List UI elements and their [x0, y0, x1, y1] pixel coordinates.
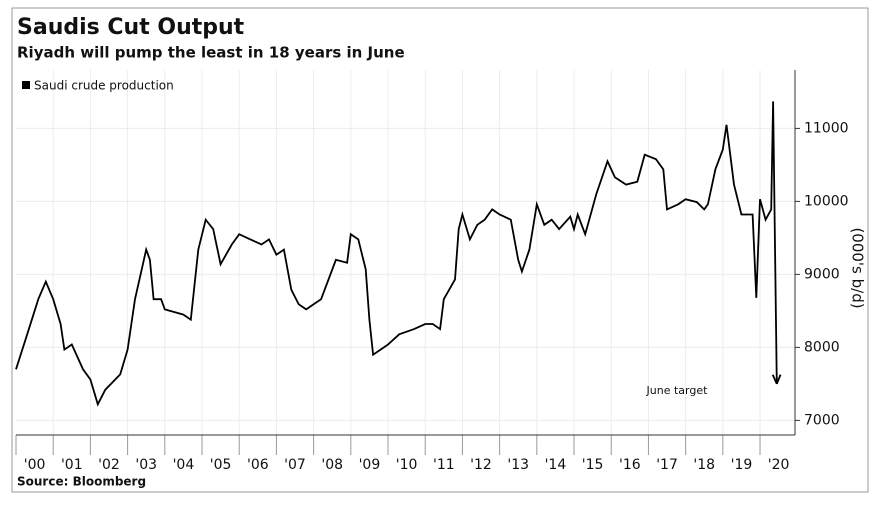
y-tick-label: 10000 — [804, 193, 849, 209]
x-tick-label: '10 — [396, 457, 418, 473]
y-axis-label: (000's b/d) — [849, 227, 867, 308]
x-tick-label: '15 — [582, 457, 604, 473]
x-tick-label: '13 — [507, 457, 529, 473]
legend-swatch — [22, 81, 30, 89]
x-tick-label: '01 — [61, 457, 83, 473]
x-tick-label: '12 — [470, 457, 492, 473]
x-tick-label: '18 — [693, 457, 715, 473]
y-tick-label: 9000 — [804, 266, 840, 282]
chart-title: Saudis Cut Output — [17, 15, 245, 40]
chart-subtitle: Riyadh will pump the least in 18 years i… — [17, 44, 405, 62]
source: Source: Bloomberg — [17, 475, 146, 489]
x-tick-label: '14 — [545, 457, 567, 473]
x-tick-label: '07 — [284, 457, 306, 473]
x-tick-label: '04 — [173, 457, 195, 473]
x-tick-label: '02 — [98, 457, 120, 473]
x-tick-label: '11 — [433, 457, 455, 473]
y-tick-label: 7000 — [804, 412, 840, 428]
x-tick-label: '05 — [210, 457, 232, 473]
x-tick-label: '20 — [768, 457, 790, 473]
x-tick-label: '09 — [359, 457, 381, 473]
x-tick-label: '00 — [24, 457, 46, 473]
y-tick-label: 11000 — [804, 120, 849, 136]
arrow-head — [771, 374, 782, 385]
annotation: June target — [646, 384, 709, 397]
frame — [11, 7, 869, 493]
y-tick-label: 8000 — [804, 339, 840, 355]
legend-label: Saudi crude production — [34, 79, 174, 93]
x-tick-label: '03 — [135, 457, 157, 473]
x-tick-label: '17 — [656, 457, 678, 473]
x-tick-label: '19 — [731, 457, 753, 473]
x-tick-label: '08 — [321, 457, 343, 473]
line — [15, 101, 778, 407]
x-tick-label: '06 — [247, 457, 269, 473]
x-tick-label: '16 — [619, 457, 641, 473]
